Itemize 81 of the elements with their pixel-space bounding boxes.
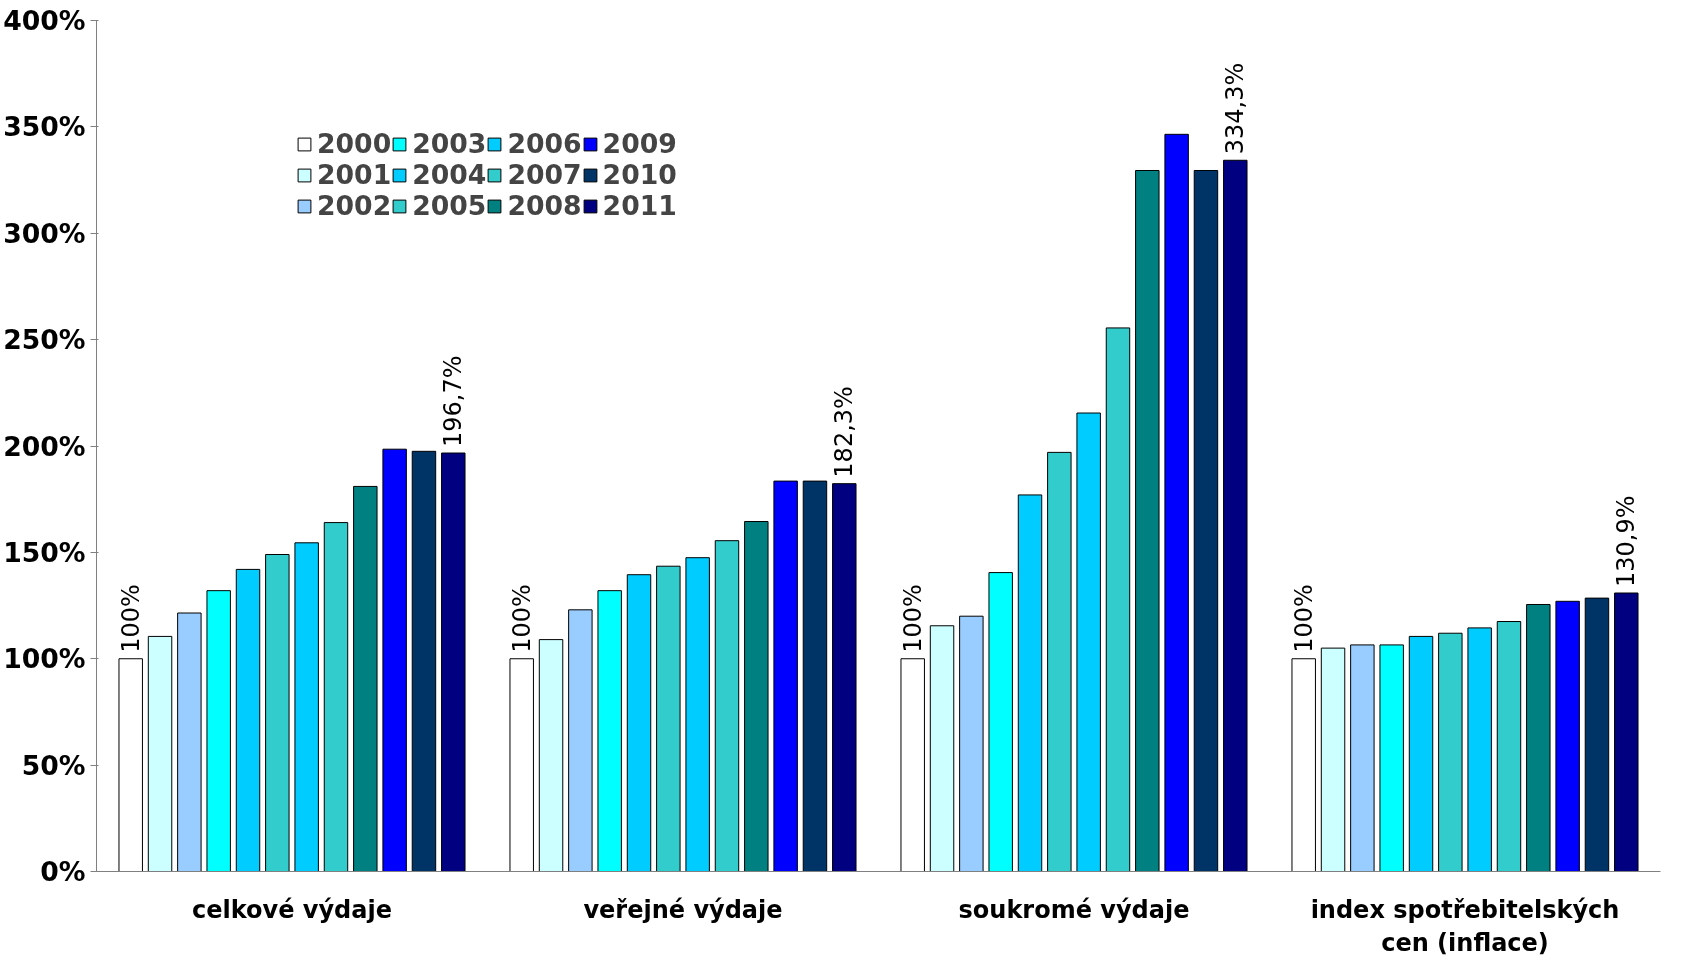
bar xyxy=(1614,592,1639,872)
legend-label: 2005 xyxy=(412,190,487,221)
legend-label: 2011 xyxy=(602,190,677,221)
y-tick-label: 150% xyxy=(3,536,86,568)
bar xyxy=(1555,600,1580,872)
legend-label: 2003 xyxy=(412,128,487,159)
y-tick-label: 200% xyxy=(3,430,86,462)
bar xyxy=(1438,632,1463,872)
bar xyxy=(235,568,261,872)
bar xyxy=(147,635,173,872)
bar xyxy=(538,639,564,872)
bar xyxy=(714,540,740,872)
bar xyxy=(323,522,349,872)
legend-label: 2000 xyxy=(317,128,392,159)
bar xyxy=(1017,494,1043,872)
legend-label: 2004 xyxy=(412,159,487,190)
data-label: 182,3% xyxy=(830,386,859,478)
bar xyxy=(929,625,955,872)
bar xyxy=(1408,635,1434,872)
data-label: 334,3% xyxy=(1221,62,1250,155)
bar xyxy=(1135,169,1160,872)
bar xyxy=(1526,604,1551,872)
bar xyxy=(1496,621,1522,872)
legend-label: 2008 xyxy=(507,190,582,221)
y-tick-label: 250% xyxy=(3,324,86,356)
bar xyxy=(294,542,319,872)
y-tick-label: 300% xyxy=(3,217,86,249)
bar xyxy=(1350,644,1375,872)
bar xyxy=(1076,412,1101,872)
x-tick-label: veřejné výdaje xyxy=(583,895,783,924)
bar xyxy=(118,658,143,872)
bar xyxy=(832,483,857,872)
legend-label: 2002 xyxy=(317,190,392,221)
data-label: 100% xyxy=(507,584,536,653)
bar xyxy=(509,658,534,872)
data-label: 100% xyxy=(116,584,145,653)
legend-label: 2001 xyxy=(317,159,392,190)
bar xyxy=(744,521,769,872)
y-tick-label: 400% xyxy=(3,5,86,36)
bar xyxy=(1047,451,1072,872)
bar xyxy=(1320,647,1346,872)
data-label: 100% xyxy=(898,584,927,653)
bar xyxy=(177,612,202,872)
bar xyxy=(353,485,378,872)
bar xyxy=(1223,159,1248,872)
bar xyxy=(411,450,437,872)
bar xyxy=(1193,169,1219,872)
bar xyxy=(1105,327,1131,872)
bar xyxy=(1584,597,1610,872)
bar xyxy=(597,590,622,872)
bar xyxy=(685,557,710,872)
bar xyxy=(802,480,828,872)
bar xyxy=(773,480,798,872)
bar xyxy=(626,574,652,872)
x-tick-label: celkové výdaje xyxy=(192,895,392,924)
data-label: 196,7% xyxy=(439,355,468,448)
y-tick-label: 0% xyxy=(40,856,86,887)
bar xyxy=(568,609,593,872)
bar xyxy=(382,448,407,872)
y-tick-label: 100% xyxy=(3,643,86,675)
bar xyxy=(900,658,925,872)
legend-label: 2007 xyxy=(507,159,582,190)
bar xyxy=(206,590,231,872)
legend-label: 2009 xyxy=(602,128,677,159)
x-tick-label: soukromé výdaje xyxy=(958,895,1190,924)
bar xyxy=(656,565,681,872)
bar xyxy=(959,615,984,872)
bar xyxy=(1467,627,1492,872)
bar xyxy=(1379,644,1404,872)
bar xyxy=(1164,133,1189,872)
x-tick-label: index spotřebitelských cen (inflace) xyxy=(1310,895,1620,958)
bar xyxy=(988,572,1013,872)
bar xyxy=(441,452,466,872)
y-tick-label: 350% xyxy=(3,111,86,143)
legend-label: 2006 xyxy=(507,128,582,159)
data-label: 130,9% xyxy=(1612,495,1641,588)
y-tick-label: 50% xyxy=(21,749,86,781)
bar xyxy=(1291,658,1316,872)
data-label: 100% xyxy=(1289,584,1318,653)
legend-label: 2010 xyxy=(602,159,677,190)
bar xyxy=(265,554,290,872)
